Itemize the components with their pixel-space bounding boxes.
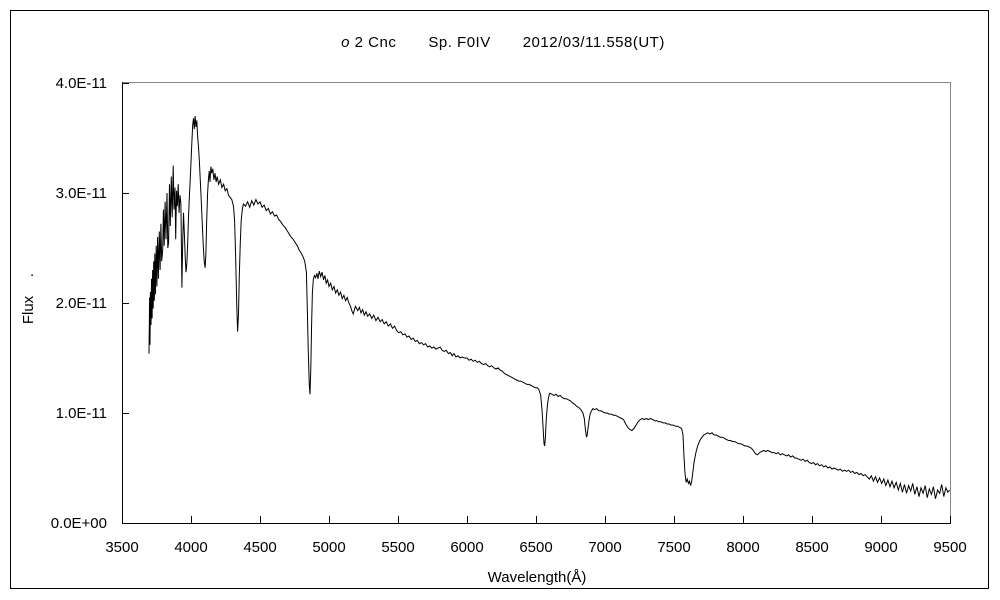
y-axis-title-dot: . [30,263,34,280]
x-tick-label: 8500 [795,539,828,556]
y-axis-ticks: 0.0E+00 1.0E-11 2.0E-11 3.0E-11 4.0E-11 [51,75,129,532]
x-tick-label: 6000 [450,539,483,556]
x-tick-label: 7500 [657,539,690,556]
x-tick-label: 5000 [312,539,345,556]
x-axis-ticks: 3500 4000 4500 5000 5500 6000 6500 7000 7500 8000… [105,516,967,556]
x-tick-label: 7000 [588,539,621,556]
title-star-rest: 2 Cnc [350,34,396,51]
title-datetime: 2012/03/11.558(UT) [523,34,665,51]
y-axis-title: Flux [20,295,37,324]
figure-border [10,10,989,589]
title-spectral-type: Sp. F0IV [428,34,490,51]
x-tick-label: 5500 [381,539,414,556]
y-tick-label: 3.0E-11 [56,185,107,202]
y-tick-label: 2.0E-11 [56,295,107,312]
x-axis-title: Wavelength(Å) [488,569,587,586]
y-tick-label: 0.0E+00 [51,515,107,532]
x-tick-label: 3500 [105,539,138,556]
x-tick-label: 4000 [174,539,207,556]
y-tick-label: 1.0E-11 [56,405,107,422]
x-tick-label: 6500 [519,539,552,556]
x-tick-label: 4500 [243,539,276,556]
x-tick-label: 8000 [726,539,759,556]
spectrum-line [148,115,950,499]
title-star-italic: o [341,34,350,51]
y-tick-label: 4.0E-11 [56,75,107,92]
x-tick-label: 9000 [864,539,897,556]
x-tick-label: 9500 [933,539,966,556]
chart-title: o 2 Cnc Sp. F0IV 2012/03/11.558(UT) [341,34,665,51]
